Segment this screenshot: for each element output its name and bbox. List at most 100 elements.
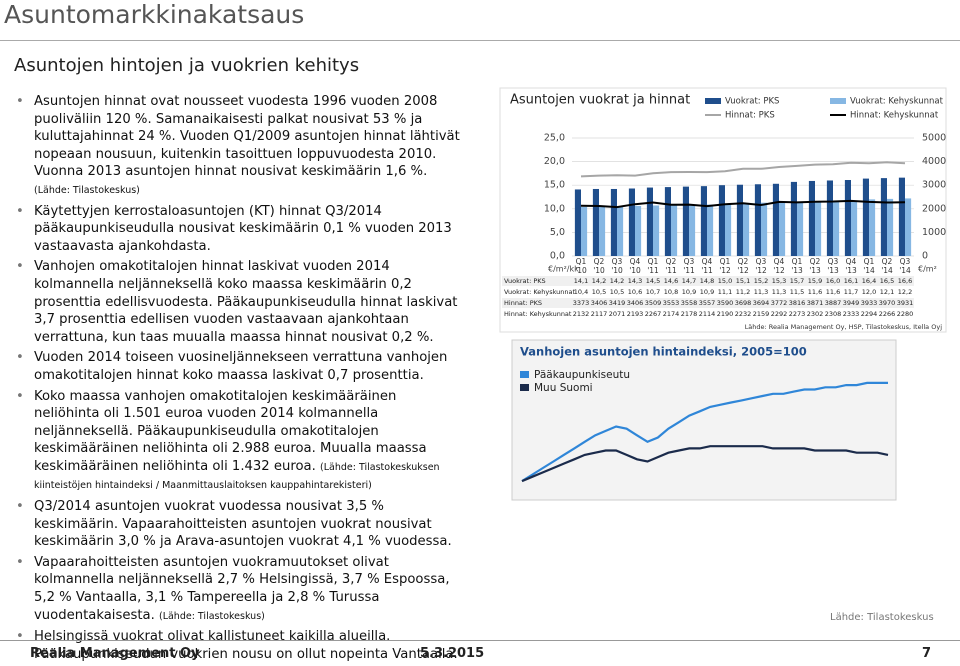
table-cell: 3933 <box>861 299 878 307</box>
y-tick-label: 15,0 <box>544 180 565 191</box>
table-cell: 16,0 <box>826 277 840 285</box>
table-cell: 2132 <box>573 310 590 318</box>
bar <box>880 178 887 256</box>
table-cell: 3772 <box>771 299 788 307</box>
x-tick-label: Q3'10 <box>611 257 623 275</box>
bar <box>707 204 714 256</box>
source-note: (Lähde: Tilastokeskuksen kiinteistöjen h… <box>34 461 440 492</box>
x-tick-label: Q3'11 <box>683 257 695 275</box>
bar <box>725 203 732 256</box>
table-cell: 11,3 <box>772 288 786 296</box>
footer-page: 7 <box>922 646 932 661</box>
table-cell: 2114 <box>699 310 716 318</box>
y2-tick-label: 4000 <box>922 156 946 167</box>
table-cell: 2273 <box>789 310 806 318</box>
table-cell: 3694 <box>753 299 770 307</box>
x-tick-label: Q2'10 <box>593 257 605 275</box>
chart-source: Lähde: Realia Management Oy, HSP, Tilast… <box>745 323 943 331</box>
y2-tick-label: 0 <box>922 251 928 262</box>
bar <box>664 187 671 256</box>
table-cell: 10,8 <box>664 288 678 296</box>
table-cell: 11,2 <box>736 288 750 296</box>
table-row-bg <box>502 298 914 308</box>
footer-date: 5.3.2015 <box>420 646 485 661</box>
source-note: (Lähde: Tilastokeskus) <box>34 184 140 196</box>
bar <box>754 184 761 256</box>
table-cell: 2280 <box>897 310 914 318</box>
bullet-text: Käytettyjen kerrostaloasuntojen (KT) hin… <box>34 203 452 254</box>
bar <box>790 181 797 256</box>
line-series <box>580 199 906 209</box>
bullet-text: Q3/2014 asuntojen vuokrat vuodessa nousi… <box>34 499 452 550</box>
legend-swatch <box>830 98 846 104</box>
table-cell: 14,7 <box>682 277 696 285</box>
table-cell: 11,6 <box>808 288 822 296</box>
bar <box>851 200 858 256</box>
table-cell: 14,6 <box>664 277 678 285</box>
table-cell: 14,5 <box>646 277 660 285</box>
x-tick-label: Q3'14 <box>899 257 911 275</box>
bar <box>671 205 678 256</box>
bar <box>815 201 822 256</box>
table-cell: 3557 <box>699 299 716 307</box>
table-cell: 10,9 <box>700 288 714 296</box>
table-cell: 14,3 <box>628 277 642 285</box>
bar <box>761 202 768 256</box>
table-cell: 16,5 <box>880 277 894 285</box>
bullet-text: Vapaarahoitteisten asuntojen vuokramuuto… <box>34 554 450 623</box>
table-cell: 2159 <box>753 310 770 318</box>
bar <box>718 185 725 256</box>
page-title: Asuntomarkkinakatsaus <box>4 0 305 29</box>
legend-label: Muu Suomi <box>534 382 593 394</box>
table-cell: 10,5 <box>610 288 624 296</box>
table-cell: 2333 <box>843 310 860 318</box>
bar <box>779 202 786 256</box>
table-cell: 12,2 <box>898 288 912 296</box>
table-row-label: Vuokrat: Kehyskunnat <box>504 288 576 296</box>
table-cell: 3406 <box>627 299 644 307</box>
bar <box>898 177 905 256</box>
y2-tick-label: 3000 <box>922 180 946 191</box>
table-cell: 12,1 <box>880 288 894 296</box>
table-cell: 12,0 <box>862 288 876 296</box>
y2-tick-label: 1000 <box>922 227 946 238</box>
bar <box>689 204 696 256</box>
y-tick-label: 25,0 <box>544 133 565 144</box>
bullet: Vuoden 2014 toiseen vuosineljännekseen v… <box>14 349 466 384</box>
footer-rule <box>0 640 960 641</box>
bullet-text: Asuntojen hinnat ovat nousseet vuodesta … <box>34 94 460 180</box>
x-tick-label: Q3'12 <box>755 257 767 275</box>
table-cell: 2302 <box>807 310 824 318</box>
table-cell: 2193 <box>627 310 644 318</box>
x-tick-label: Q1'13 <box>791 257 803 275</box>
table-cell: 3590 <box>717 299 734 307</box>
table-cell: 3558 <box>681 299 698 307</box>
table-cell: 3816 <box>789 299 806 307</box>
table-row-label: Hinnat: PKS <box>504 299 542 307</box>
footer-company: Realia Management Oy <box>30 646 200 661</box>
table-cell: 2292 <box>771 310 788 318</box>
bullet-text: Vanhojen omakotitalojen hinnat laskivat … <box>34 259 458 345</box>
bar <box>826 180 833 256</box>
bar <box>610 188 617 256</box>
table-cell: 3698 <box>735 299 752 307</box>
y-tick-label: 10,0 <box>544 203 565 214</box>
bar <box>797 201 804 256</box>
bullet: Koko maassa vanhojen omakotitalojen kesk… <box>14 388 466 496</box>
bar <box>592 188 599 256</box>
y2-axis-label: €/m² <box>918 265 937 274</box>
bar <box>862 178 869 256</box>
table-cell: 11,6 <box>826 288 840 296</box>
chart-title: Vanhojen asuntojen hintaindeksi, 2005=10… <box>520 345 807 359</box>
table-cell: 2308 <box>825 310 842 318</box>
table-cell: 3871 <box>807 299 824 307</box>
y-tick-label: 5,0 <box>550 227 565 238</box>
bar <box>833 201 840 256</box>
table-cell: 2266 <box>879 310 896 318</box>
legend-swatch <box>520 371 529 378</box>
table-cell: 11,1 <box>718 288 732 296</box>
bar <box>700 186 707 256</box>
table-row-bg <box>502 287 914 297</box>
table-cell: 16,6 <box>898 277 912 285</box>
legend-label: Hinnat: Kehyskunnat <box>850 111 939 121</box>
